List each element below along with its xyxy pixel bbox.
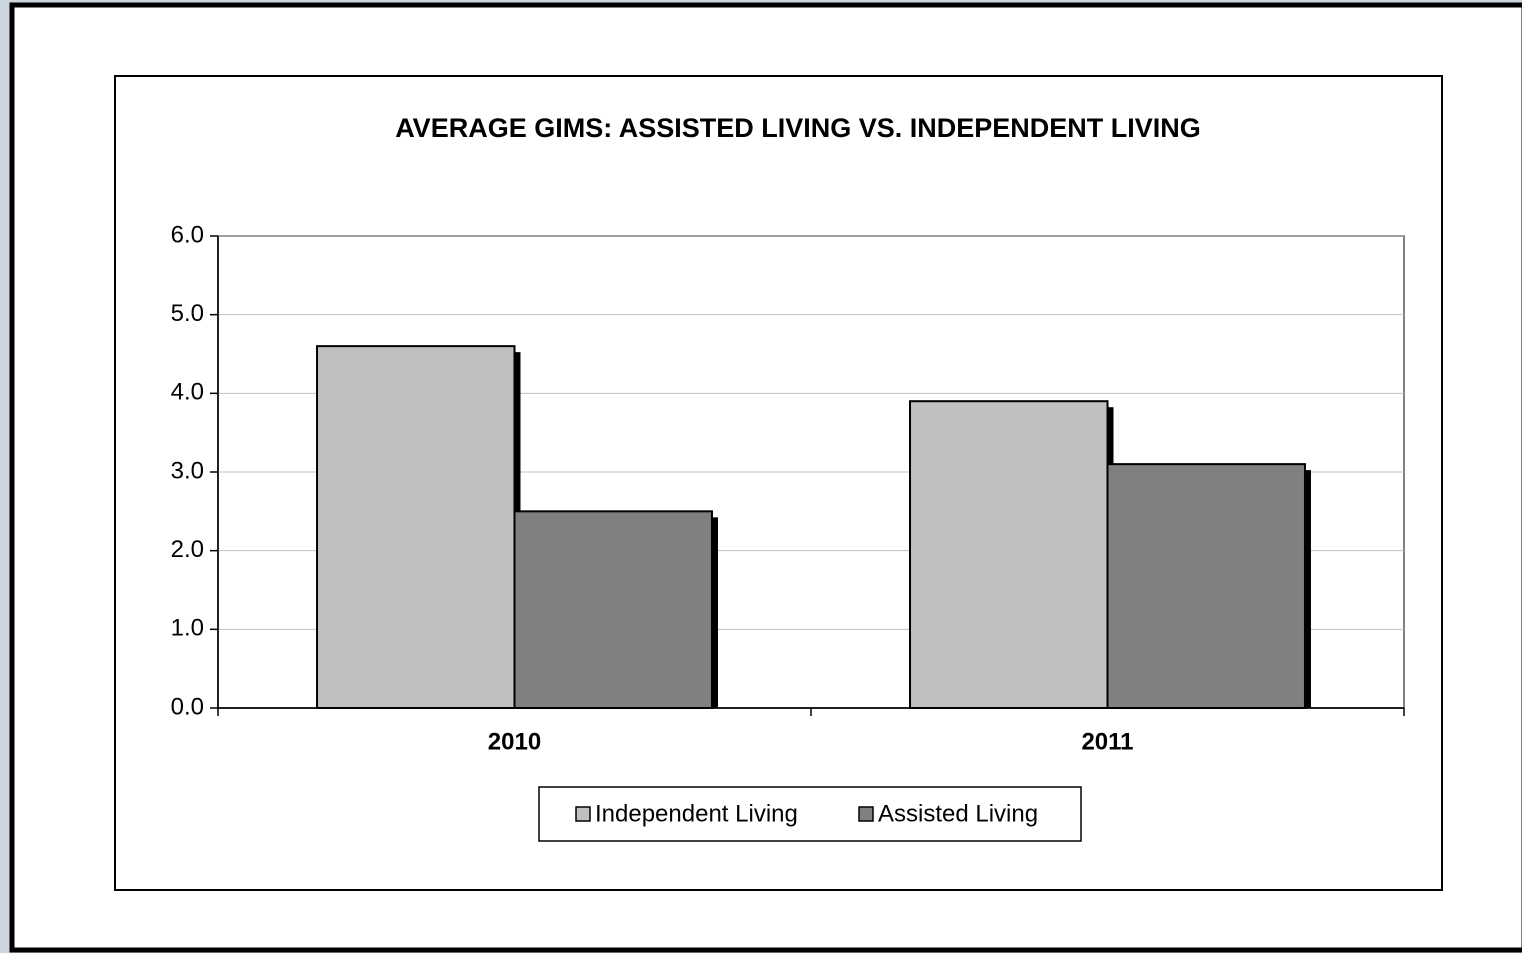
y-tick-label: 5.0 <box>171 300 204 327</box>
legend-swatch <box>575 806 591 822</box>
bar <box>513 510 713 710</box>
legend <box>538 786 1082 842</box>
y-tick-label: 1.0 <box>171 615 204 642</box>
chart-title: AVERAGE GIMS: ASSISTED LIVING VS. INDEPE… <box>395 113 1201 143</box>
bar <box>909 400 1109 709</box>
legend-swatch <box>858 806 874 822</box>
x-tick-label: 2010 <box>488 728 541 755</box>
bar <box>316 345 516 709</box>
legend-label: Assisted Living <box>878 800 1038 827</box>
y-tick-label: 3.0 <box>171 457 204 484</box>
y-tick-label: 0.0 <box>171 693 204 720</box>
y-tick-label: 2.0 <box>171 536 204 563</box>
y-tick-label: 6.0 <box>171 221 204 248</box>
legend-label: Independent Living <box>595 800 798 827</box>
y-tick-label: 4.0 <box>171 379 204 406</box>
bar <box>1106 463 1306 709</box>
x-tick-label: 2011 <box>1081 728 1133 755</box>
